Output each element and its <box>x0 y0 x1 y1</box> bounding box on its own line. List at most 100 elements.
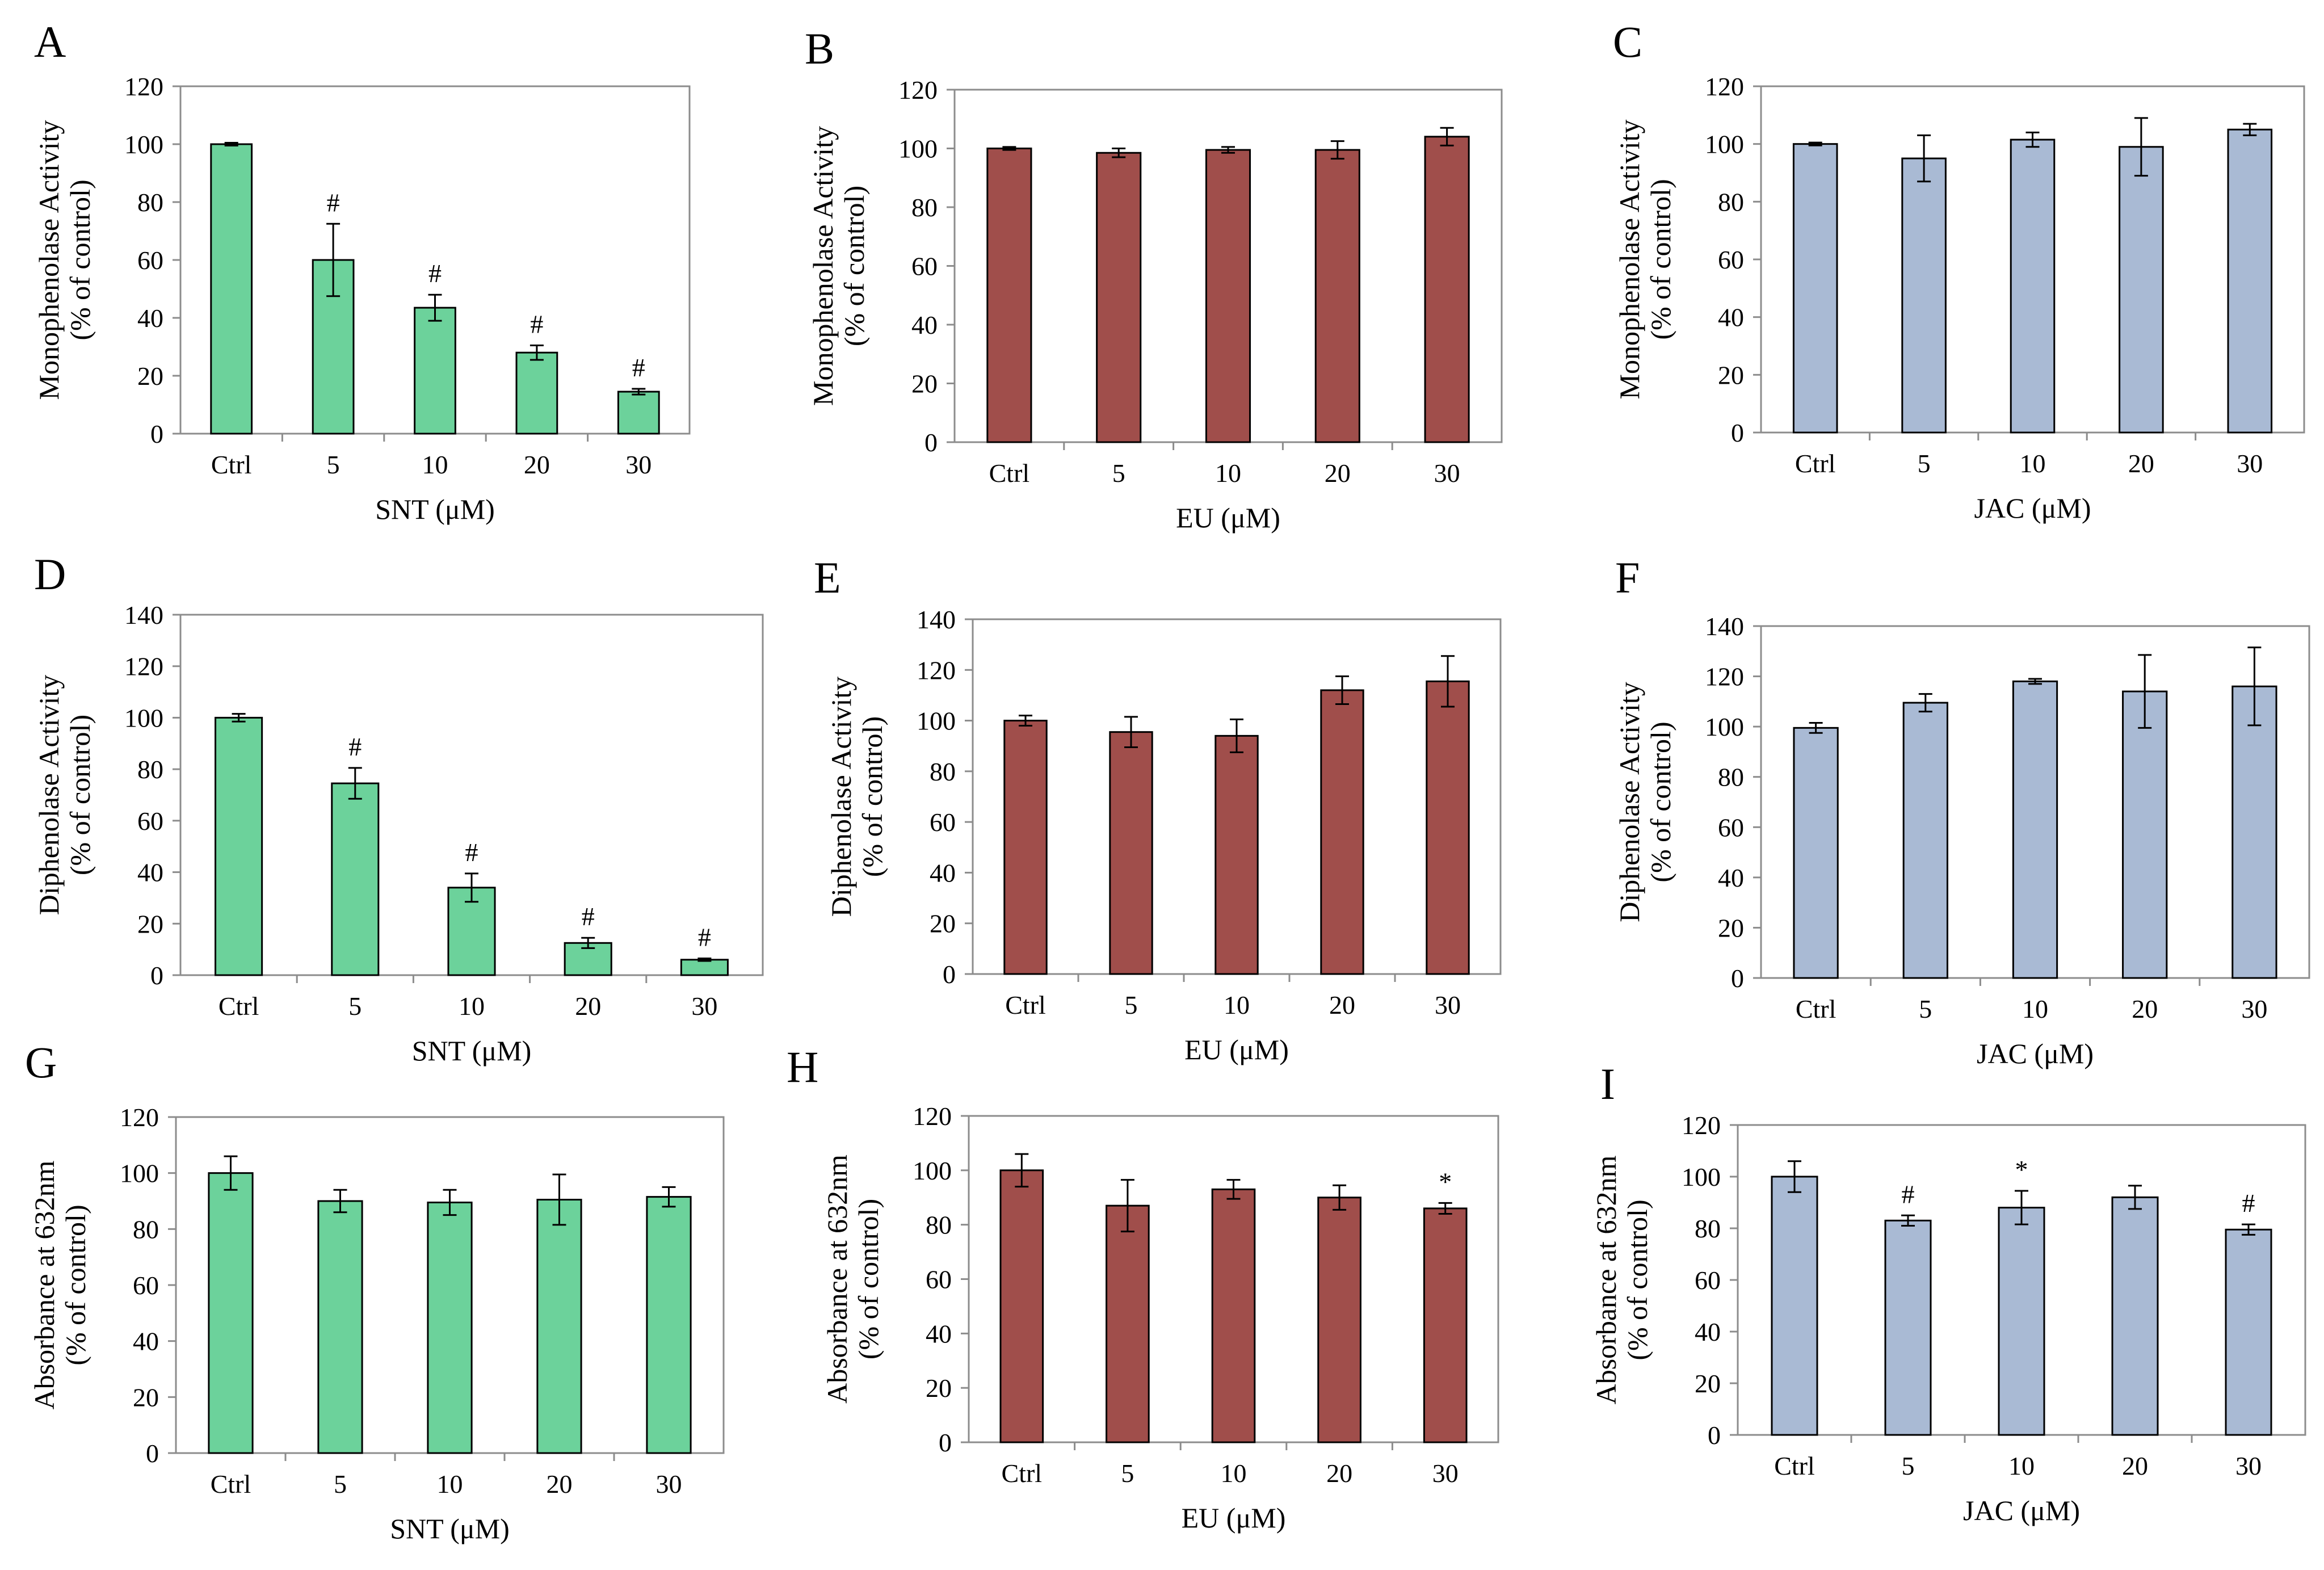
x-tick-label: Ctrl <box>211 450 252 479</box>
x-axis-title: EU (μM) <box>1182 1502 1286 1534</box>
y-tick-label: 40 <box>1718 303 1744 332</box>
y-tick-label: 20 <box>1718 913 1744 942</box>
x-tick-label: 20 <box>2128 449 2154 478</box>
y-tick-label: 40 <box>930 858 956 887</box>
significance-marker: # <box>465 838 478 867</box>
y-tick-label: 20 <box>930 909 956 938</box>
x-tick-label: Ctrl <box>211 1470 251 1498</box>
y-tick-label: 20 <box>1718 360 1744 389</box>
y-tick-label: 140 <box>1705 612 1744 641</box>
y-tick-label: 80 <box>1718 187 1744 216</box>
chart-panel-c: C 0 20 40 60 80 100 120 Ctrl 5 10 20 30 JAC (μM) Monop… <box>1613 17 2305 524</box>
chart-panel-g: G 0 20 40 60 80 100 120 Ctrl 5 10 20 30 SNT (μM) Absor… <box>25 1038 725 1544</box>
x-tick-label: 30 <box>625 450 652 479</box>
y-tick-label: 120 <box>120 1103 159 1132</box>
y-tick-label: 0 <box>1708 1421 1721 1450</box>
x-tick-label: 10 <box>2020 449 2046 478</box>
x-tick-label: 5 <box>1902 1451 1915 1480</box>
y-tick-label: 100 <box>1705 712 1744 741</box>
bar <box>1109 731 1153 975</box>
x-axis-title: SNT (μM) <box>412 1035 532 1067</box>
bar <box>1793 727 1839 979</box>
bar <box>2111 1196 2159 1436</box>
bar <box>1423 1207 1468 1443</box>
y-tick-label: 40 <box>1695 1317 1721 1346</box>
y-tick-label: 0 <box>150 961 163 990</box>
y-tick-label: 40 <box>1718 863 1744 892</box>
x-axis-title: JAC (μM) <box>1974 492 2091 524</box>
y-axis-title-line1: Absorbance at 632nm <box>821 1155 853 1404</box>
y-axis-title-line2: (% of control) <box>1645 721 1676 882</box>
chart-panel-i: I 0 20 40 60 80 100 120 Ctrl #5 * 10 20 #30 JAC (μM) Ab… <box>1590 1059 2306 1526</box>
x-tick-label: 5 <box>1121 1459 1134 1488</box>
y-tick-label: 80 <box>137 755 163 784</box>
x-tick-label: 5 <box>1112 459 1125 488</box>
bar <box>617 391 660 435</box>
y-tick-label: 40 <box>911 310 938 339</box>
y-tick-label: 20 <box>911 370 938 398</box>
x-tick-label: 30 <box>1432 1459 1459 1488</box>
bar <box>2122 690 2168 979</box>
x-tick-label: 10 <box>2008 1451 2035 1480</box>
bar <box>515 351 558 435</box>
bar <box>646 1196 692 1454</box>
x-tick-label: 20 <box>2122 1451 2148 1480</box>
y-tick-label: 20 <box>1695 1369 1721 1398</box>
significance-marker: # <box>348 732 362 761</box>
y-tick-label: 80 <box>930 757 956 786</box>
y-tick-label: 120 <box>124 72 163 101</box>
bar <box>1901 157 1947 434</box>
y-axis-title-line1: Absorbance at 632nm <box>1590 1156 1622 1405</box>
y-axis-title-line2: (% of control) <box>60 1204 91 1365</box>
y-tick-label: 20 <box>133 1383 159 1412</box>
significance-marker: # <box>327 188 340 217</box>
y-axis-title-line2: (% of control) <box>852 1199 884 1359</box>
x-tick-label: 30 <box>2235 1451 2262 1480</box>
x-tick-label: Ctrl <box>1005 990 1046 1019</box>
panel-letter: B <box>805 24 834 73</box>
y-tick-label: 120 <box>1705 72 1744 101</box>
bar <box>1314 149 1360 443</box>
significance-marker: # <box>698 923 711 952</box>
y-tick-label: 80 <box>1695 1214 1721 1243</box>
y-tick-label: 60 <box>1695 1266 1721 1295</box>
y-axis-title-line2: (% of control) <box>856 716 888 877</box>
x-tick-label: 5 <box>1919 994 1932 1023</box>
x-tick-label: 5 <box>1918 449 1931 478</box>
y-tick-label: 120 <box>1705 662 1744 691</box>
x-tick-label: 30 <box>656 1470 682 1498</box>
significance-marker: # <box>2242 1189 2255 1218</box>
x-tick-label: Ctrl <box>1002 1459 1043 1488</box>
y-tick-label: 80 <box>133 1215 159 1244</box>
bar <box>2225 1228 2272 1436</box>
bar <box>1902 702 1948 979</box>
y-tick-label: 100 <box>124 703 163 732</box>
y-tick-label: 0 <box>939 1428 952 1457</box>
chart-panel-h: H 0 20 40 60 80 100 120 Ctrl 5 10 20 * 30 EU (μM) Absor… <box>787 1042 1499 1534</box>
significance-marker: # <box>632 353 645 382</box>
y-tick-label: 0 <box>924 428 938 457</box>
x-tick-label: 30 <box>2241 994 2267 1023</box>
y-tick-label: 20 <box>137 362 163 391</box>
x-tick-label: 20 <box>1325 459 1351 488</box>
panel-letter: A <box>34 17 66 66</box>
x-tick-label: 20 <box>1326 1459 1352 1488</box>
y-tick-label: 120 <box>898 75 938 104</box>
y-tick-label: 60 <box>1718 245 1744 274</box>
y-tick-label: 40 <box>926 1319 952 1348</box>
x-axis-title: EU (μM) <box>1184 1034 1289 1065</box>
x-tick-label: 30 <box>1435 990 1461 1019</box>
y-tick-label: 80 <box>137 188 163 217</box>
bar <box>1771 1176 1818 1436</box>
bar <box>1426 680 1470 975</box>
x-tick-label: 10 <box>1221 1459 1247 1488</box>
bar <box>2227 128 2273 434</box>
bar <box>1211 1188 1256 1443</box>
bar <box>210 143 253 435</box>
bar <box>427 1201 473 1454</box>
y-axis-title-line1: Monophenolase Activity <box>33 120 65 400</box>
significance-marker: * <box>1439 1167 1452 1196</box>
bar <box>1096 152 1142 443</box>
x-tick-label: 10 <box>459 992 485 1021</box>
chart-panel-a: A 0 20 40 60 80 100 120 Ctrl #5 #10 #20 #30 SNT (μM) M… <box>33 17 691 525</box>
